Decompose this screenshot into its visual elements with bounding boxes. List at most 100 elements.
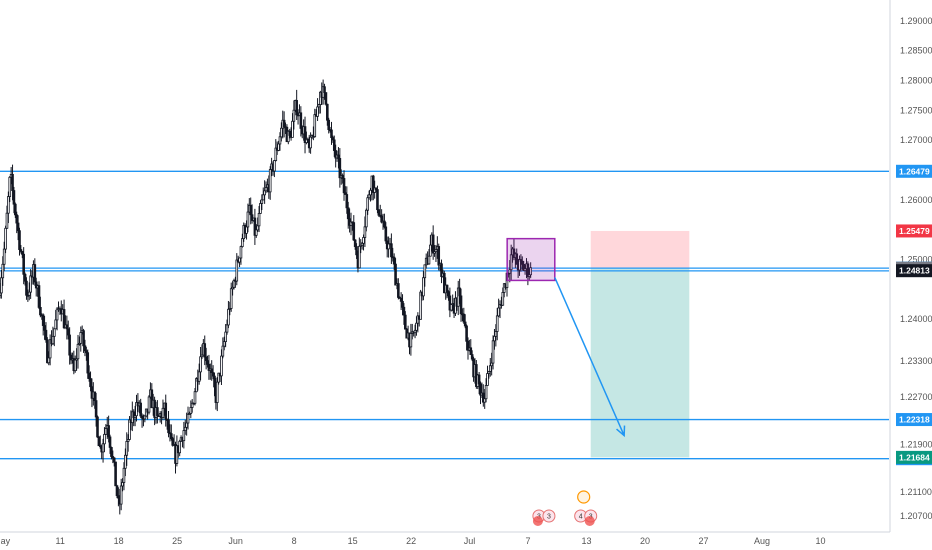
candle-body <box>486 373 489 386</box>
candle-body <box>488 365 492 372</box>
candle-body <box>402 306 406 316</box>
candle-body <box>239 246 243 259</box>
candle-body <box>108 436 112 448</box>
y-tick-label: 1.21100 <box>900 487 932 497</box>
candle-body <box>249 205 253 216</box>
candle-body <box>409 333 413 348</box>
price-axis[interactable]: 1.29000 1.28500 1.28000 1.27500 1.27000 1.260… <box>900 16 932 521</box>
economic-events[interactable]: 3343 <box>532 490 598 526</box>
y-tick-label: 1.26000 <box>900 195 932 205</box>
candle-body <box>224 331 227 343</box>
candle-body <box>190 402 194 408</box>
y-tick-label: 1.28000 <box>900 76 932 86</box>
candle-body <box>122 467 126 483</box>
candle-body <box>143 415 147 420</box>
candle-body <box>221 345 225 357</box>
candle-body <box>397 283 400 298</box>
candle-body <box>178 440 181 454</box>
candle-body <box>103 433 106 445</box>
candle-body <box>383 220 386 228</box>
candles <box>0 79 532 515</box>
candle-body <box>495 315 499 332</box>
x-tick-label: Jul <box>464 536 476 546</box>
candle-body <box>126 439 130 442</box>
x-tick-label: 25 <box>172 536 182 546</box>
candle-body <box>358 245 361 269</box>
candle-body <box>238 257 241 263</box>
candle-body <box>37 285 41 308</box>
candle-body <box>183 426 187 431</box>
time-axis[interactable]: May 11 18 25 Jun 8 15 22 Jul 7 13 20 27 Aug 10 <box>0 536 825 546</box>
candle-body <box>463 321 467 327</box>
y-tick-label: 1.25000 <box>900 255 932 265</box>
candle-body <box>394 263 397 286</box>
candle-body <box>229 288 233 309</box>
candle-body <box>33 264 37 283</box>
candle-body <box>44 329 48 341</box>
price-badge-label: 1.26479 <box>899 166 930 176</box>
candle-body <box>493 335 496 342</box>
candle-body <box>94 400 98 418</box>
candle-body <box>213 375 216 388</box>
candle-body <box>182 430 186 442</box>
candle-body <box>89 378 92 388</box>
projection-arrow-line <box>554 277 625 436</box>
candle-body <box>110 447 113 457</box>
candle-body <box>313 114 317 137</box>
candle-body <box>203 343 207 358</box>
candle-body <box>401 300 404 308</box>
x-tick-label: May <box>0 536 11 546</box>
candle-body <box>27 291 31 296</box>
candle-body <box>363 226 367 238</box>
y-tick-label: 1.28500 <box>900 46 932 56</box>
y-tick-label: 1.20700 <box>900 511 932 521</box>
candle-body <box>47 357 51 364</box>
candle-body <box>273 160 276 172</box>
y-tick-label: 1.27000 <box>900 135 932 145</box>
candle-body <box>51 335 55 345</box>
price-badge <box>896 164 932 178</box>
x-tick-label: 20 <box>640 536 650 546</box>
candle-body <box>245 226 248 234</box>
candle-body <box>254 229 258 236</box>
candle-body <box>462 313 466 323</box>
candle-body <box>277 143 280 151</box>
candle-body <box>387 243 390 250</box>
candle-body <box>365 209 368 228</box>
candle-body <box>0 277 3 294</box>
candle-body <box>87 372 91 379</box>
candle-body <box>16 222 20 232</box>
candle-body <box>259 203 262 214</box>
candle-body <box>261 194 265 201</box>
candle-body <box>220 355 223 377</box>
candle-body <box>241 238 244 247</box>
candle-body <box>299 112 303 129</box>
candle-body <box>346 207 350 220</box>
take-profit-zone <box>590 268 690 458</box>
candle-body <box>227 308 230 326</box>
candle-body <box>263 190 266 196</box>
candle-body <box>292 109 296 122</box>
candle-body <box>355 246 358 256</box>
y-tick-label: 1.21900 <box>900 439 932 449</box>
candle-body <box>323 86 326 93</box>
candle-body <box>404 314 407 330</box>
candle-body <box>79 332 83 344</box>
candle-body <box>376 189 379 211</box>
candle-body <box>164 402 168 420</box>
candle-body <box>7 196 10 214</box>
candle-body <box>14 203 17 216</box>
candle-body <box>114 461 117 487</box>
y-tick-label: 1.23300 <box>900 356 932 366</box>
candle-body <box>215 381 219 403</box>
candle-body <box>377 209 381 216</box>
candle-body <box>65 324 69 330</box>
price-badge <box>896 413 932 427</box>
candle-body <box>362 237 365 244</box>
candle-body <box>327 119 331 130</box>
candle-body <box>193 391 197 404</box>
candle-body <box>15 214 19 224</box>
candle-body <box>1 263 5 279</box>
